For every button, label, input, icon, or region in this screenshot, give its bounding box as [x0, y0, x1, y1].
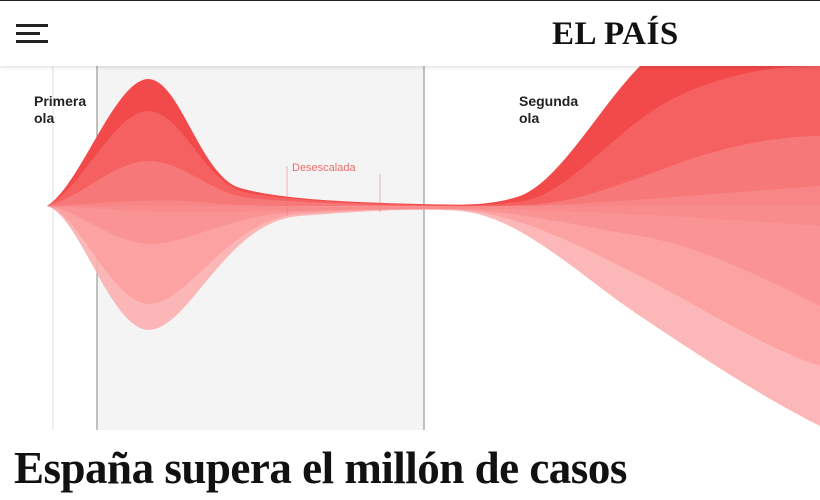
stream-upper-mid [47, 66, 820, 206]
menu-bar-middle [16, 32, 40, 35]
menu-bar-top [16, 24, 48, 27]
stream-lower-inner [47, 206, 820, 306]
stream-upper-inner [47, 136, 820, 207]
article-headline[interactable]: España supera el millón de casos [14, 443, 627, 493]
second-wave-label: Segunda ola [519, 93, 579, 126]
site-header: EL PAÍS [0, 0, 820, 66]
streamgraph-illustration: Primera ola Segunda ola Desescalada [0, 66, 820, 430]
desescalada-label: Desescalada [292, 162, 356, 174]
menu-bar-bottom [16, 40, 48, 43]
site-logo[interactable]: EL PAÍS [552, 16, 679, 52]
hamburger-menu-icon[interactable] [14, 21, 52, 47]
stream-lower-mid [47, 206, 820, 366]
streamgraph-svg [47, 66, 820, 430]
stream-center-band [47, 186, 820, 226]
first-wave-label: Primera ola [34, 93, 87, 126]
